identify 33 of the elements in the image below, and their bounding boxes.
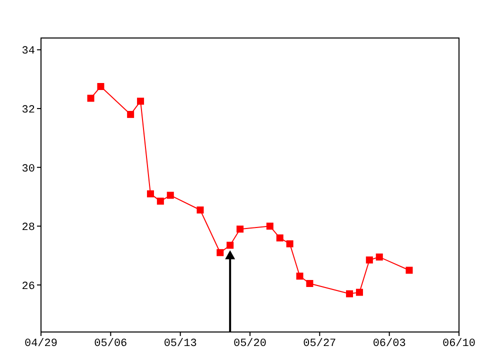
point	[166, 192, 174, 199]
point	[137, 98, 144, 105]
point	[146, 190, 154, 198]
point	[156, 198, 164, 205]
y-tick-label: 30	[22, 163, 35, 176]
point	[376, 254, 383, 261]
y-tick-label: 28	[22, 222, 35, 234]
y-tick-label: 32	[22, 104, 35, 116]
point	[87, 94, 94, 102]
point	[276, 234, 284, 242]
point	[406, 266, 413, 274]
point	[346, 290, 354, 298]
point	[226, 242, 234, 249]
x-tick-label: 04/29	[24, 338, 58, 350]
y-tick-label: 34	[22, 46, 36, 58]
x-tick-label: 05/20	[233, 338, 267, 350]
point	[296, 272, 304, 280]
point	[306, 280, 314, 287]
point	[127, 110, 134, 118]
x-tick-label: 05/06	[94, 338, 128, 350]
y-tick-label: 26	[22, 280, 35, 293]
point	[196, 206, 204, 214]
point	[216, 249, 224, 256]
point	[97, 83, 104, 90]
point	[286, 240, 294, 248]
x-tick-label: 05/13	[164, 338, 197, 350]
x-tick-label: 06/03	[372, 338, 406, 350]
point	[236, 226, 244, 233]
x-tick-label: 05/27	[303, 338, 336, 350]
point	[356, 288, 363, 296]
point	[366, 256, 373, 264]
point	[266, 222, 274, 230]
x-tick-label: 06/10	[442, 338, 476, 350]
